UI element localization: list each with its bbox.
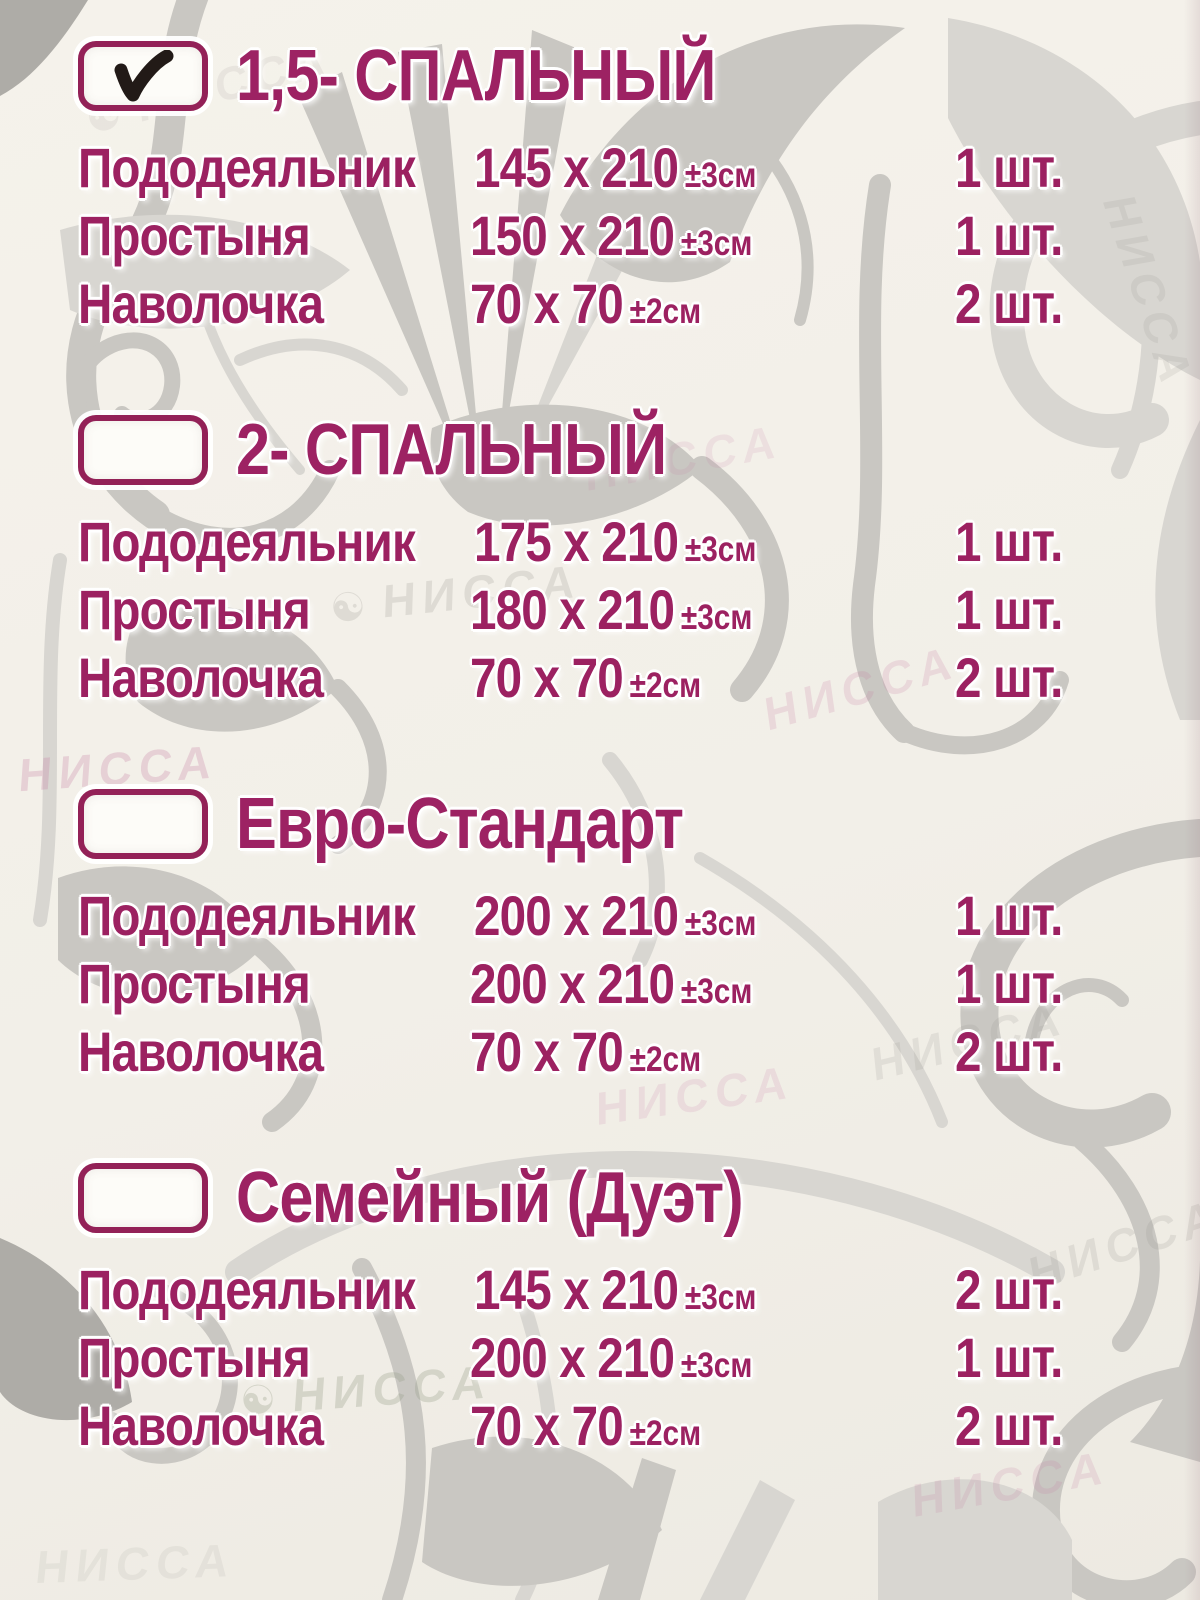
- checkbox-euro-standart: [78, 789, 208, 859]
- item-quantity: 1 шт.: [954, 884, 1063, 947]
- section-title: Евро-Стандарт: [236, 784, 684, 864]
- item-name: Простыня: [78, 204, 311, 267]
- item-size: 70 x 70 ±2см: [470, 1020, 702, 1083]
- table-row: Наволочка 70 x 70 ±2см 2 шт.: [78, 270, 1063, 338]
- checkmark-icon: [114, 50, 174, 102]
- item-name: Простыня: [78, 952, 311, 1015]
- item-size: 145 x 210 ±3см: [474, 136, 757, 199]
- item-name: Простыня: [78, 1326, 311, 1389]
- item-name: Наволочка: [78, 1394, 324, 1457]
- table-row: Простыня 150 x 210 ±3см 1 шт.: [78, 202, 1063, 270]
- section-2-spalny: 2- СПАЛЬНЫЙ Пододеяльник 175 x 210 ±3см 1…: [78, 410, 1063, 712]
- section-title-row: Евро-Стандарт: [78, 784, 1062, 864]
- scan-edge-shadow: [1184, 0, 1200, 1600]
- table-row: Наволочка 70 x 70 ±2см 2 шт.: [78, 1392, 1063, 1460]
- item-quantity: 2 шт.: [954, 646, 1063, 709]
- item-quantity: 2 шт.: [954, 1258, 1063, 1321]
- item-name: Наволочка: [78, 1020, 324, 1083]
- item-name: Простыня: [78, 578, 311, 641]
- item-size: 200 x 210 ±3см: [470, 952, 753, 1015]
- item-name: Пододеяльник: [78, 510, 416, 573]
- table-row: Наволочка 70 x 70 ±2см 2 шт.: [78, 1018, 1063, 1086]
- section-title-row: Семейный (Дуэт): [78, 1158, 1062, 1238]
- item-name: Наволочка: [78, 646, 324, 709]
- item-name: Пододеяльник: [78, 1258, 416, 1321]
- item-quantity: 1 шт.: [954, 510, 1063, 573]
- section-1-5-spalny: 1,5- СПАЛЬНЫЙ Пододеяльник 145 x 210 ±3см…: [78, 36, 1063, 338]
- item-size: 175 x 210 ±3см: [474, 510, 757, 573]
- section-title: Семейный (Дуэт): [236, 1158, 744, 1238]
- section-title-row: 2- СПАЛЬНЫЙ: [78, 410, 1062, 490]
- section-title: 2- СПАЛЬНЫЙ: [236, 410, 667, 490]
- table-row: Наволочка 70 x 70 ±2см 2 шт.: [78, 644, 1063, 712]
- item-size: 150 x 210 ±3см: [470, 204, 753, 267]
- checkbox-2-spalny: [78, 415, 208, 485]
- item-quantity: 1 шт.: [954, 1326, 1063, 1389]
- item-size: 200 x 210 ±3см: [470, 1326, 753, 1389]
- table-row: Пододеяльник 175 x 210 ±3см 1 шт.: [78, 508, 1063, 576]
- table-row: Простыня 200 x 210 ±3см 1 шт.: [78, 950, 1063, 1018]
- item-quantity: 2 шт.: [954, 1394, 1063, 1457]
- table-row: Пододеяльник 145 x 210 ±3см 1 шт.: [78, 134, 1063, 202]
- checkbox-1-5-spalny: [78, 41, 208, 111]
- checkbox-semeyny-duet: [78, 1163, 208, 1233]
- table-row: Пододеяльник 145 x 210 ±3см 2 шт.: [78, 1256, 1063, 1324]
- item-size: 70 x 70 ±2см: [470, 1394, 702, 1457]
- section-semeyny-duet: Семейный (Дуэт) Пододеяльник 145 x 210 ±3…: [78, 1158, 1063, 1460]
- item-size: 180 x 210 ±3см: [470, 578, 753, 641]
- section-euro-standart: Евро-Стандарт Пододеяльник 200 x 210 ±3см…: [78, 784, 1063, 1086]
- table-row: Пододеяльник 200 x 210 ±3см 1 шт.: [78, 882, 1063, 950]
- section-title-row: 1,5- СПАЛЬНЫЙ: [78, 36, 1062, 116]
- item-name: Наволочка: [78, 272, 324, 335]
- item-quantity: 1 шт.: [954, 136, 1063, 199]
- item-size: 200 x 210 ±3см: [474, 884, 757, 947]
- item-size: 70 x 70 ±2см: [470, 646, 702, 709]
- section-title: 1,5- СПАЛЬНЫЙ: [236, 36, 716, 116]
- item-quantity: 1 шт.: [954, 578, 1063, 641]
- item-quantity: 1 шт.: [954, 952, 1063, 1015]
- item-size: 70 x 70 ±2см: [470, 272, 702, 335]
- item-quantity: 1 шт.: [954, 204, 1063, 267]
- item-size: 145 x 210 ±3см: [474, 1258, 757, 1321]
- table-row: Простыня 180 x 210 ±3см 1 шт.: [78, 576, 1063, 644]
- item-name: Пододеяльник: [78, 884, 416, 947]
- table-row: Простыня 200 x 210 ±3см 1 шт.: [78, 1324, 1063, 1392]
- item-quantity: 2 шт.: [954, 1020, 1063, 1083]
- item-quantity: 2 шт.: [954, 272, 1063, 335]
- item-name: Пододеяльник: [78, 136, 416, 199]
